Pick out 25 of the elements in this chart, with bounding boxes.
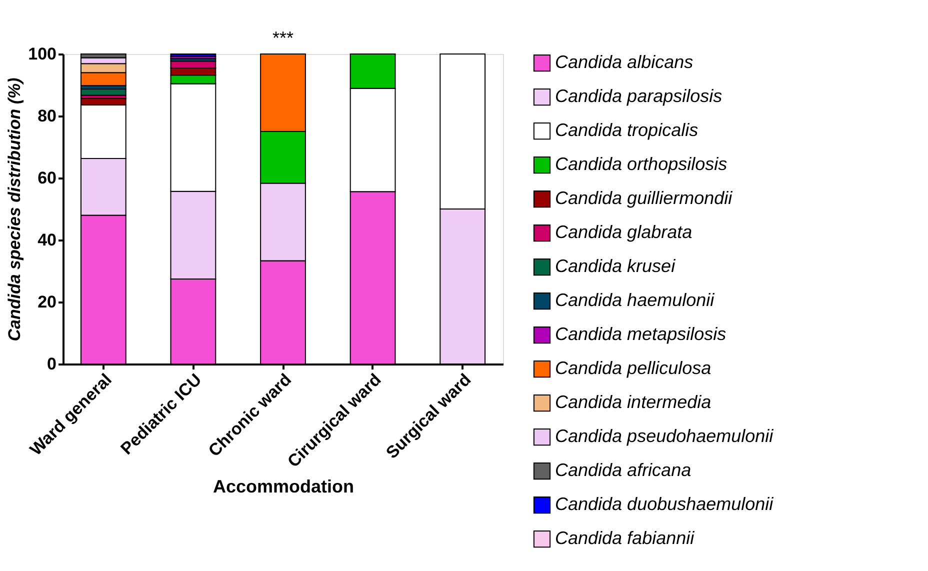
legend-label: Candida fabiannii [555,528,696,548]
bar [170,54,216,57]
text: *** [272,28,294,48]
y-tick-label: 100 [28,44,56,64]
y-tick-label: 60 [38,168,56,188]
y-axis-title: Candida species distribution (%) [5,77,24,342]
y-tick-label: 20 [38,292,56,312]
legend-label: Candida tropicalis [555,120,698,140]
legend-label: Candida pelliculosa [555,358,712,378]
legend-label: Candida glabrata [555,222,692,242]
legend-label: Candida guilliermondii [555,188,734,208]
legend-label: Candida pseudohaemulonii [555,426,774,446]
legend-label: Candida intermedia [555,392,712,412]
legend-label: Candida duobushaemulonii [555,494,774,514]
legend-label: Candida krusei [555,256,676,276]
y-tick-label: 80 [38,106,56,126]
legend-label: Candida parapsilosis [555,86,722,106]
legend-label: Candida albicans [555,52,694,72]
legend-label: Candida africana [555,460,692,480]
x-axis-title: Accommodation [212,476,354,496]
legend-label: Candida orthopsilosis [555,154,728,174]
legend-label: Candida haemulonii [555,290,716,310]
legend-label: Candida metapsilosis [555,324,726,344]
y-tick-label: 40 [38,230,56,250]
y-tick-label: 0 [47,354,56,374]
